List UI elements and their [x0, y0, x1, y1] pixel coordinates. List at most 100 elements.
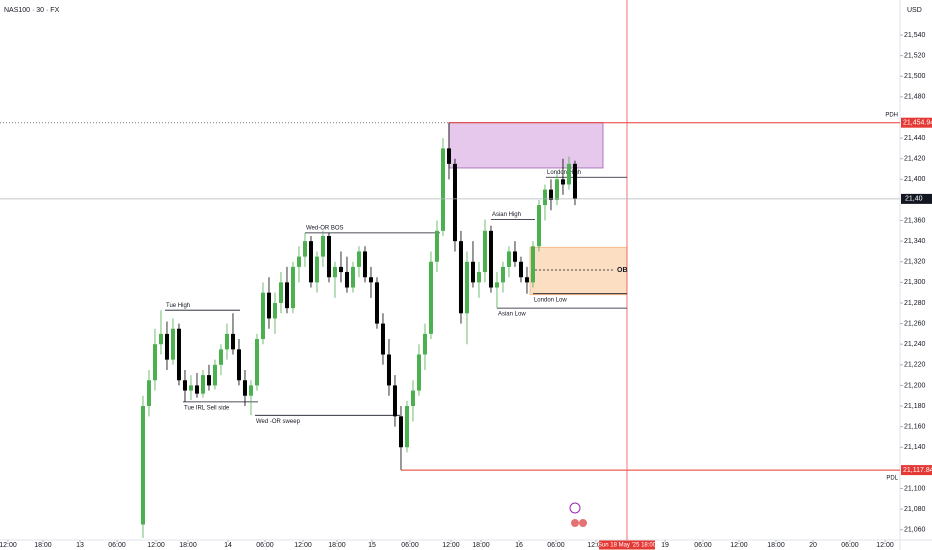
- candle-body: [356, 251, 361, 267]
- candle-body: [470, 261, 475, 283]
- candle-body: [380, 323, 385, 355]
- flag-icon: [579, 519, 587, 527]
- candle-body: [260, 292, 265, 340]
- candle-body: [518, 261, 523, 278]
- zone: [448, 122, 604, 169]
- event-icon: [569, 502, 581, 514]
- candle-body: [152, 344, 157, 381]
- y-tick-label: 21,180: [904, 403, 926, 410]
- candle-body: [308, 241, 313, 283]
- level-label: Tue IRL Sell side: [184, 405, 230, 411]
- y-tick-label: 21,140: [904, 444, 926, 451]
- price-label-bg: [901, 465, 932, 476]
- candle-body: [506, 251, 511, 267]
- candle-body: [254, 339, 259, 386]
- level-label: Wed-OR BOS: [306, 225, 344, 231]
- x-tick-label: 06:00: [108, 542, 126, 549]
- crosshair-label-bg: [599, 540, 655, 550]
- x-tick-label: 06:00: [401, 542, 419, 549]
- candle-body: [464, 261, 469, 314]
- candle-body: [536, 205, 541, 247]
- x-tick-label: 12:00: [587, 542, 605, 549]
- candle-body: [392, 385, 397, 417]
- y-tick-label: 21,480: [904, 94, 926, 101]
- candle-body: [368, 277, 373, 283]
- candle-body: [182, 380, 187, 391]
- candle-body: [530, 246, 535, 283]
- candle-body: [554, 179, 559, 200]
- level-label: Asian High: [492, 212, 521, 218]
- flag-icon: [571, 519, 579, 527]
- x-tick-label: 18:00: [179, 542, 197, 549]
- candle-body: [566, 163, 571, 185]
- candle-body: [488, 230, 493, 288]
- reference-name: PDH: [885, 112, 898, 118]
- candle-body: [236, 349, 241, 381]
- candle-body: [278, 282, 283, 303]
- candle-body: [194, 385, 199, 394]
- x-tick-label: 18:00: [34, 542, 52, 549]
- candle-body: [326, 235, 331, 278]
- candle-body: [374, 282, 379, 324]
- price-label: 21,117.84: [903, 467, 932, 474]
- candle-body: [362, 251, 367, 278]
- x-tick-label: 20: [809, 542, 817, 549]
- candle-body: [350, 266, 355, 288]
- currency: USD: [907, 7, 922, 14]
- x-tick-label: 12:00: [294, 542, 312, 549]
- candle-body: [344, 272, 349, 288]
- y-tick-label: 21,420: [904, 156, 926, 163]
- x-tick-label: 18:00: [328, 542, 346, 549]
- candle-body: [416, 354, 421, 391]
- candle-body: [140, 406, 145, 525]
- candle-body: [248, 385, 253, 396]
- candle-body: [458, 241, 463, 314]
- candle-body: [296, 256, 301, 267]
- candle-body: [428, 261, 433, 334]
- candle-body: [482, 230, 487, 273]
- candle-body: [440, 148, 445, 231]
- candle-body: [176, 328, 181, 381]
- level-label: Wed -OR sweep: [256, 419, 301, 425]
- candle-body: [386, 354, 391, 386]
- candle-body: [434, 230, 439, 262]
- ob-label: OB: [617, 267, 628, 274]
- x-tick-label: 18:00: [472, 542, 490, 549]
- y-tick-label: 21,220: [904, 362, 926, 369]
- last-price-bg: [901, 193, 932, 204]
- candle-body: [524, 277, 529, 283]
- y-tick-label: 21,320: [904, 259, 926, 266]
- level-label: London High: [547, 170, 581, 176]
- candle-body: [218, 349, 223, 365]
- x-tick-label: 15: [368, 542, 376, 549]
- x-tick-label: 12:00: [442, 542, 460, 549]
- candle-body: [410, 390, 415, 407]
- y-tick-label: 21,520: [904, 52, 926, 59]
- level-label: Asian Low: [498, 312, 526, 318]
- zone: [529, 246, 628, 296]
- candle-body: [272, 302, 277, 319]
- y-tick-label: 21,240: [904, 341, 926, 348]
- y-tick-label: 21,160: [904, 423, 926, 430]
- x-tick-label: 12:00: [876, 542, 894, 549]
- x-tick-label: 06:00: [547, 542, 565, 549]
- candle-body: [338, 266, 343, 273]
- x-tick-label: 12:00: [730, 542, 748, 549]
- candle-body: [446, 148, 451, 164]
- candle-body: [230, 333, 235, 350]
- price-label: 21,454.94: [903, 120, 932, 127]
- y-tick-label: 21,260: [904, 320, 926, 327]
- candle-body: [164, 333, 169, 360]
- candle-body: [512, 251, 517, 262]
- level-label: London Low: [534, 297, 567, 303]
- y-tick-label: 21,300: [904, 279, 926, 286]
- candle-body: [320, 235, 325, 257]
- y-tick-label: 21,200: [904, 382, 926, 389]
- candle-body: [200, 375, 205, 394]
- candle-body: [146, 380, 151, 407]
- x-tick-label: 12:00: [0, 542, 17, 549]
- price-label-bg: [901, 117, 932, 128]
- y-tick-label: 21,440: [904, 135, 926, 142]
- candle-body: [314, 256, 319, 283]
